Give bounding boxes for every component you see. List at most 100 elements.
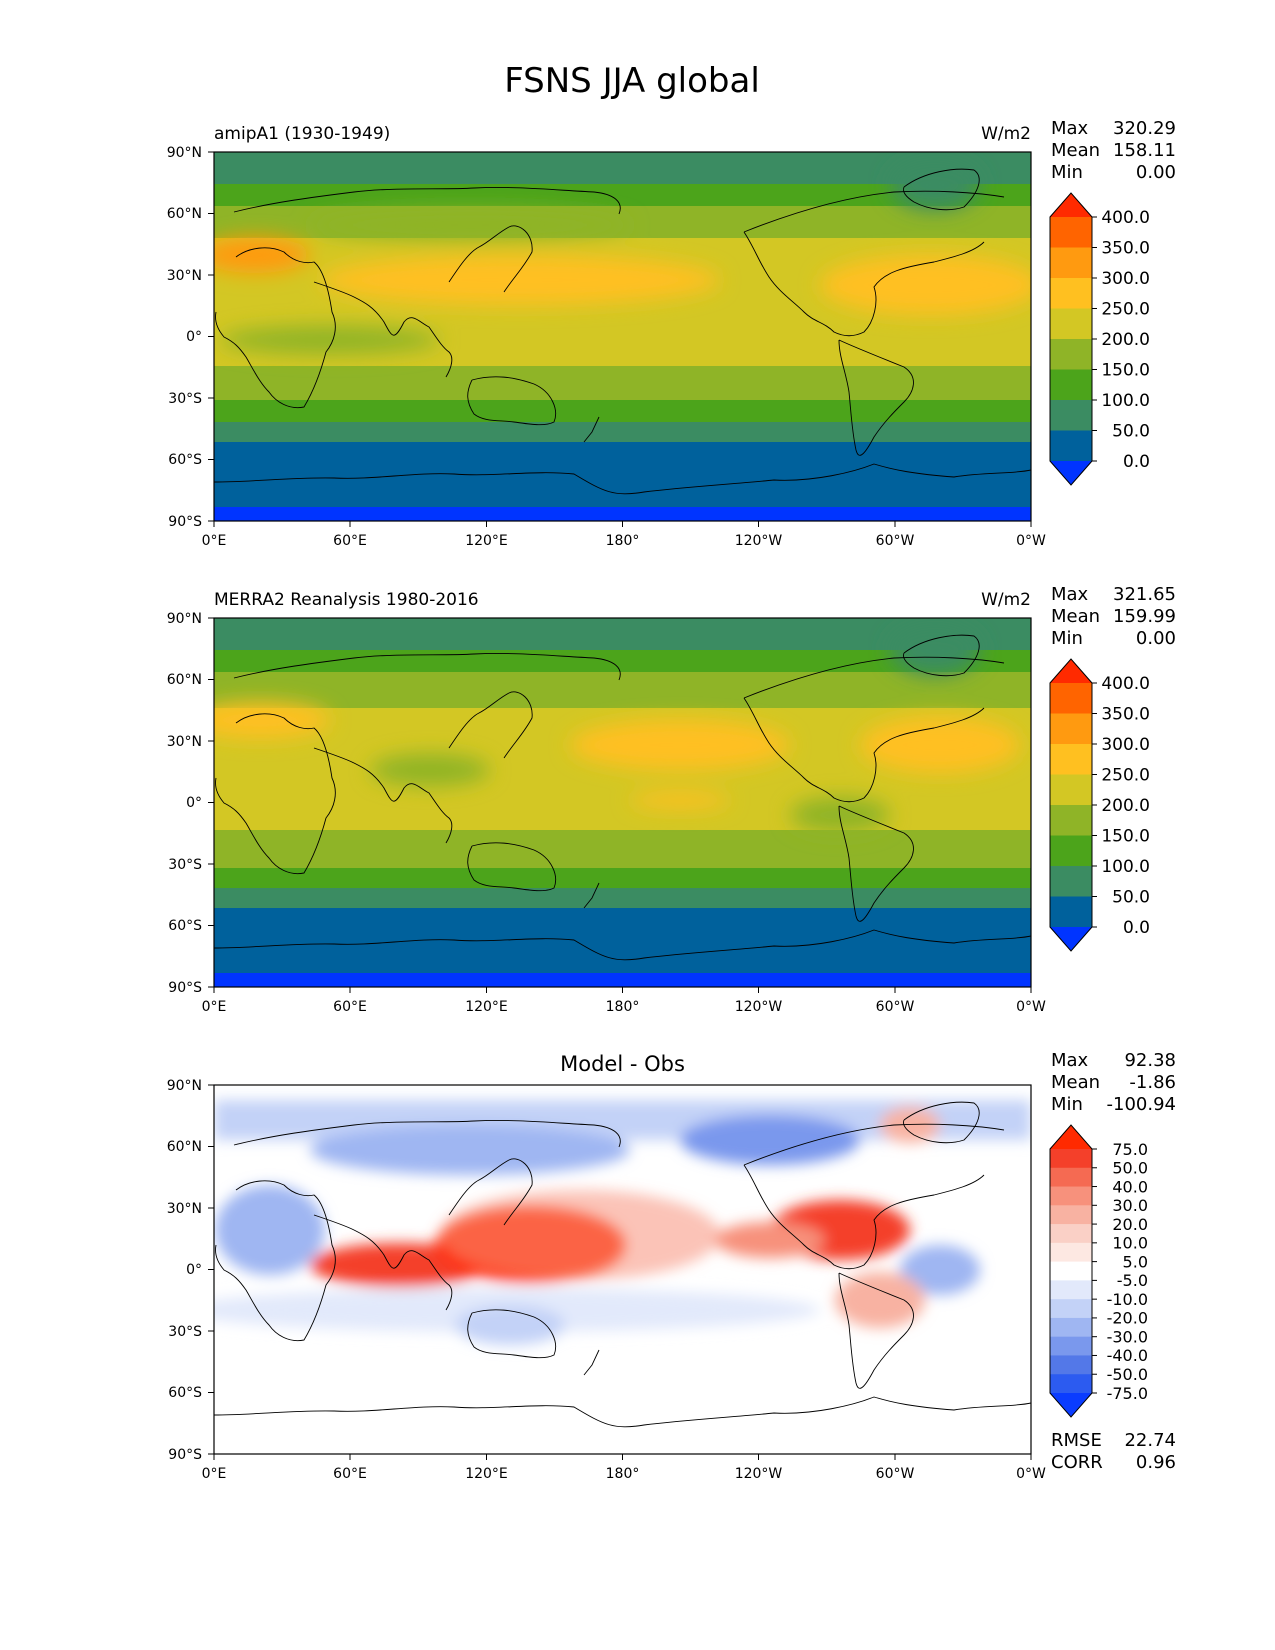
lon-label: 120°W [735,533,783,549]
panel-model: amipA1 (1930-1949) W/m2 [167,118,1176,549]
colorbar-segment [1050,1336,1092,1356]
colorbar: 400.0 350.0 300.0 250.0 200.0 150.0 100.0 50.0 0… [1049,192,1150,486]
colorbar-extend-max [1050,1125,1092,1149]
lat-tick-labels: 90°N 60°N 30°N 0° 30°S 60°S 90°S [167,1078,202,1463]
lon-label: 0°E [202,533,227,549]
colorbar-extend-max [1050,659,1092,683]
lat-tick-marks [208,1084,214,1455]
colorbar-extend-min [1050,1393,1092,1417]
stats-block: Max 92.38 Mean -1.86 Min -100.94 [1051,1050,1176,1115]
lon-label: 0°E [202,999,227,1015]
colorbar-segment [1050,744,1092,775]
east-pacific-red [715,1222,825,1258]
band-south-high [214,888,1031,908]
colorbar-label: 400.0 [1101,674,1150,694]
colorbar-label: 50.0 [1112,422,1150,442]
lon-label: 120°W [735,1466,783,1482]
stats-block: Max 321.65 Mean 159.99 Min 0.00 [1051,584,1176,649]
colorbar-label: 40.0 [1112,1177,1148,1196]
lat-tick-labels: 90°N 60°N 30°N 0° 30°S 60°S 90°S [167,145,202,530]
lat-label: 60°N [167,206,202,222]
band-antarctic [214,507,1031,521]
colorbar-label: -50.0 [1107,1365,1148,1384]
lon-label: 60°E [333,1466,367,1482]
colorbar-segment [1050,1149,1092,1169]
lat-tick-marks [208,617,214,988]
stat-label: Mean [1051,1072,1100,1093]
lat-label: 30°S [168,391,202,407]
eurasia-green [310,210,630,240]
lon-tick-marks [213,987,1032,993]
greenland-dark [890,625,980,675]
colorbar-label: 250.0 [1101,300,1150,320]
colorbar-label: 75.0 [1112,1140,1148,1159]
lon-tick-marks [213,521,1032,527]
band-south-subtropic [214,830,1031,868]
colorbar-segment [1050,896,1092,928]
lat-label: 60°N [167,1139,202,1155]
colorbar-segment [1050,835,1092,867]
rmse-label: RMSE [1051,1430,1102,1451]
stat-value: -1.86 [1129,1072,1176,1093]
colorbar-segment [1050,339,1092,370]
stat-value: 0.00 [1136,628,1176,649]
colorbar-label: 10.0 [1112,1234,1148,1253]
colorbar-segment [1050,713,1092,745]
subtropical-high-pacific [320,255,720,305]
colorbar: 400.0 350.0 300.0 250.0 200.0 150.0 100.0 50.0 0… [1049,658,1150,952]
stat-value: 321.65 [1113,584,1176,605]
subtropical-high-pacific [570,720,790,770]
sahara-max [214,702,330,738]
colorbar-label: -75.0 [1107,1384,1148,1403]
panel-reference: MERRA2 Reanalysis 1980-2016 W/m2 [167,584,1176,1015]
colorbar-segment [1050,1261,1092,1281]
map-field [214,618,1031,987]
colorbar-segment [1050,247,1092,279]
lat-label: 90°S [168,1447,202,1463]
map-field [214,152,1031,521]
colorbar-extend-max [1050,193,1092,217]
lat-label: 30°N [167,1201,202,1217]
colorbar-segment [1050,774,1092,806]
lat-label: 30°S [168,1324,202,1340]
stat-value: 159.99 [1113,606,1176,627]
band-north-high [214,184,1031,206]
lat-label: 60°N [167,672,202,688]
band-southern-ocean [214,908,1031,973]
band-north-high [214,650,1031,672]
colorbar-label: -40.0 [1107,1346,1148,1365]
lon-tick-marks [213,1454,1032,1460]
rmse-value: 22.74 [1124,1430,1176,1451]
india-green [370,754,490,786]
panel-difference: Model - Obs [167,1050,1176,1482]
colorbar-segment [1050,1355,1092,1375]
panel-left-title: amipA1 (1930-1949) [214,124,390,144]
band-south-mid [214,400,1031,422]
colorbar-label: 250.0 [1101,766,1150,786]
corr-value: 0.96 [1136,1452,1176,1473]
stat-value: 158.11 [1113,140,1176,161]
colorbar-label: 0.0 [1123,452,1150,472]
colorbar-label: 200.0 [1101,796,1150,816]
lat-tick-marks [208,151,214,522]
lat-label: 0° [186,1262,202,1278]
map-field [214,1085,1031,1454]
colorbar-label: 300.0 [1101,269,1150,289]
colorbar-label: -5.0 [1117,1271,1148,1290]
lon-label: 180° [606,533,640,549]
colorbar-segment [1050,278,1092,309]
stats-block: Max 320.29 Mean 158.11 Min 0.00 [1051,118,1176,183]
stat-label: Mean [1051,140,1100,161]
colorbar-label: 150.0 [1101,827,1150,847]
lat-label: 0° [186,329,202,345]
band-south-subtropic [214,366,1031,400]
colorbar-label: 50.0 [1112,1159,1148,1178]
lat-tick-labels: 90°N 60°N 30°N 0° 30°S 60°S 90°S [167,611,202,996]
colorbar-segment [1050,1317,1092,1338]
lat-label: 90°S [168,514,202,530]
figure-title: FSNS JJA global [504,61,760,101]
subtropical-high-atlantic [860,717,1020,773]
colorbar-label: 200.0 [1101,330,1150,350]
lon-label: 0°W [1016,999,1046,1015]
